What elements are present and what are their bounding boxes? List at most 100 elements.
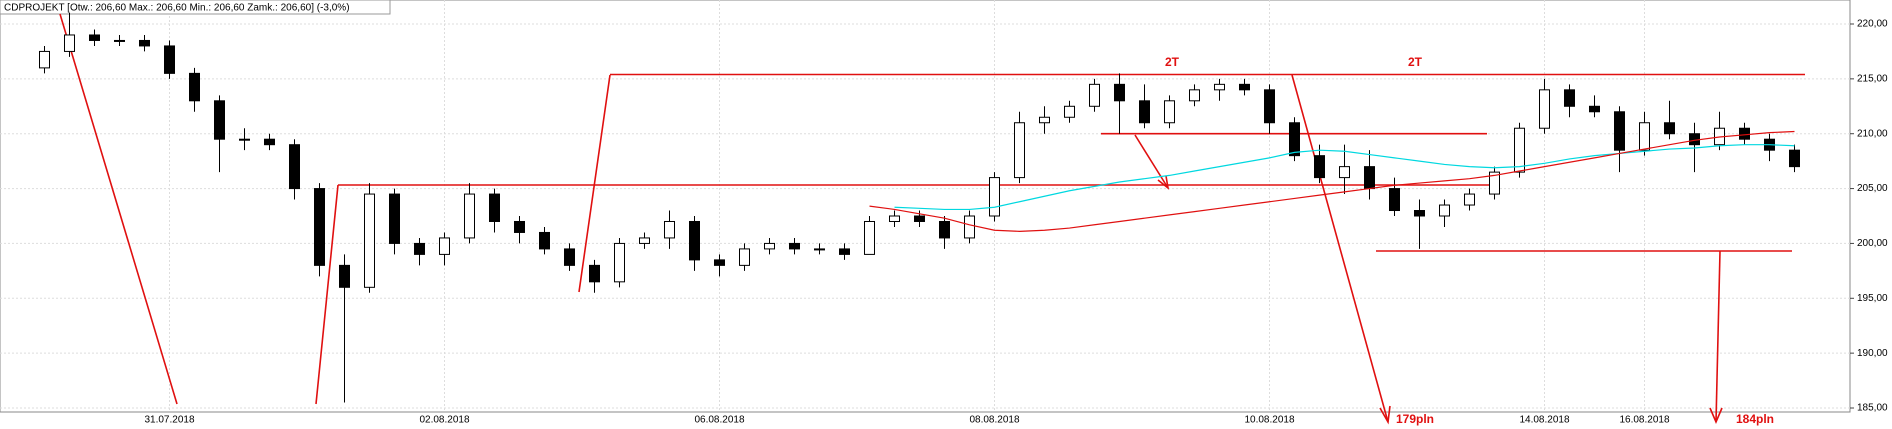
candle-body: [489, 193, 500, 222]
candle-body: [1564, 89, 1575, 107]
candle-body: [689, 220, 700, 261]
candle-body: [339, 264, 350, 288]
candle-body: [1314, 155, 1325, 179]
y-tick-label: 210,00: [1857, 128, 1888, 139]
candle-body: [589, 264, 600, 283]
candle-body: [1264, 89, 1275, 124]
candle-body: [1214, 83, 1225, 91]
candle-body: [1239, 83, 1250, 91]
arrow: [1379, 405, 1391, 425]
candle-body: [964, 215, 975, 239]
candle-body: [1164, 100, 1175, 124]
candle-body: [639, 237, 650, 244]
candle-body: [464, 193, 475, 239]
arrow: [1709, 407, 1723, 425]
candle-body: [939, 220, 950, 239]
candle-body: [714, 259, 725, 266]
candle-body: [64, 34, 75, 52]
candle-body: [514, 220, 525, 233]
candle-body: [789, 242, 800, 250]
candle-body: [839, 248, 850, 255]
candle-body: [289, 144, 300, 190]
target-line: [1715, 250, 1721, 423]
candle-body: [1189, 89, 1200, 102]
candle-body: [1014, 122, 1025, 179]
candle-body: [1439, 204, 1450, 217]
candle-body: [1139, 100, 1150, 124]
indicator-line: [869, 130, 1795, 232]
x-tick-label: 14.08.2018: [1519, 415, 1569, 426]
candle-body: [1364, 166, 1375, 190]
candle-body: [1589, 105, 1600, 113]
trend-line: [315, 184, 339, 405]
y-tick-label: 215,00: [1857, 73, 1888, 84]
candle-body: [989, 177, 1000, 217]
candle-body: [1639, 122, 1650, 151]
x-tick-label: 02.08.2018: [419, 415, 469, 426]
trend-line: [59, 13, 178, 405]
candle-body: [664, 220, 675, 239]
trend-line: [578, 74, 611, 293]
candle-body: [1514, 127, 1525, 173]
candle-body: [764, 242, 775, 250]
grid: [0, 0, 1850, 412]
trend-line: [1134, 134, 1169, 189]
candle-body: [1614, 111, 1625, 151]
candle-body: [539, 231, 550, 250]
candle-body: [89, 34, 100, 41]
x-tick-label: 08.08.2018: [969, 415, 1019, 426]
annotation: 2T: [1408, 55, 1423, 69]
candle-body: [739, 248, 750, 266]
annotation: 179pln: [1396, 412, 1434, 426]
candle-body: [439, 237, 450, 255]
candle-body: [314, 188, 325, 266]
candle-body: [1339, 166, 1350, 179]
y-tick-label: 220,00: [1857, 19, 1888, 30]
candle-body: [564, 248, 575, 266]
candle-body: [1114, 83, 1125, 102]
annotation: 184pln: [1736, 412, 1774, 426]
chart-title: CDPROJEKT [Otw.: 206,60 Max.: 206,60 Min…: [4, 3, 350, 14]
indicator-line: [894, 144, 1795, 211]
candle-body: [864, 220, 875, 255]
candle-body: [1089, 83, 1100, 107]
x-tick-label: 16.08.2018: [1619, 415, 1669, 426]
candle-body: [1039, 116, 1050, 124]
target-line: [1291, 74, 1389, 423]
x-tick-label: 10.08.2018: [1244, 415, 1294, 426]
drawings: [59, 13, 1805, 425]
candle-body: [1289, 122, 1300, 157]
candle-body: [1789, 149, 1800, 168]
y-tick-label: 205,00: [1857, 183, 1888, 194]
candle-body: [164, 45, 175, 74]
y-tick-label: 195,00: [1857, 293, 1888, 304]
y-tick-label: 200,00: [1857, 238, 1888, 249]
candle-body: [1064, 105, 1075, 118]
candle-body: [264, 138, 275, 146]
candle-body: [914, 215, 925, 222]
x-tick-label: 06.08.2018: [694, 415, 744, 426]
candle-body: [389, 193, 400, 244]
title-box: [0, 0, 391, 15]
y-tick-label: 185,00: [1857, 403, 1888, 414]
candle-body: [214, 100, 225, 140]
candle-body: [139, 39, 150, 47]
candle-body: [1689, 133, 1700, 146]
candle-body: [614, 242, 625, 283]
arrow: [1157, 175, 1170, 190]
candle-body: [114, 39, 125, 42]
candle-body: [889, 215, 900, 222]
candle-body: [1664, 122, 1675, 135]
candle-body: [1489, 171, 1500, 195]
candle-body: [1739, 127, 1750, 140]
candle-body: [364, 193, 375, 288]
candle-body: [189, 72, 200, 102]
candle-body: [1389, 188, 1400, 212]
candle-body: [1464, 193, 1475, 206]
y-tick-label: 190,00: [1857, 348, 1888, 359]
candle-body: [1539, 89, 1550, 129]
candle-body: [239, 138, 250, 141]
annotation: 2T: [1165, 55, 1180, 69]
